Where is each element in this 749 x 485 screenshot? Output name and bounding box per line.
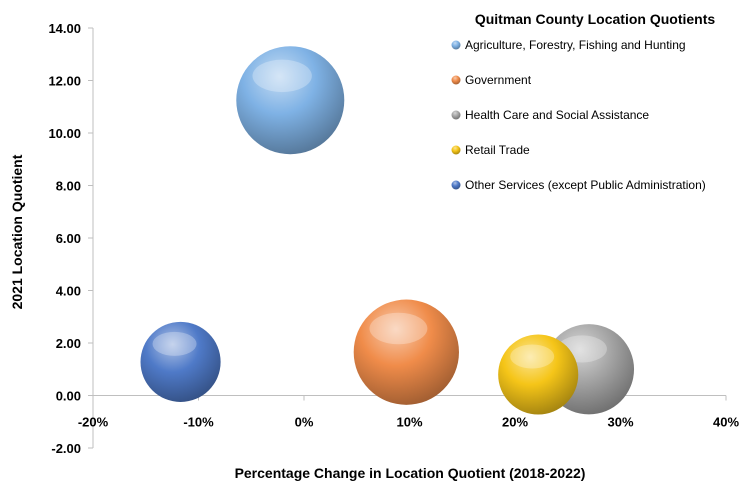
y-tick-label: 4.00 <box>56 284 81 299</box>
legend: Quitman County Location Quotients Agricu… <box>451 11 716 192</box>
bubble-circle <box>353 299 459 405</box>
x-tick-label: 40% <box>713 415 739 430</box>
bubble-highlight <box>510 344 555 369</box>
bubble <box>236 46 345 155</box>
legend-marker <box>451 180 461 190</box>
bubble-highlight <box>369 312 428 345</box>
bubble <box>353 299 459 405</box>
y-tick-label: -2.00 <box>51 441 81 456</box>
x-axis-title: Percentage Change in Location Quotient (… <box>235 465 586 481</box>
legend-title: Quitman County Location Quotients <box>475 11 716 27</box>
bubble-circle <box>140 321 221 402</box>
legend-label: Other Services (except Public Administra… <box>465 178 706 192</box>
legend-label: Retail Trade <box>465 143 530 157</box>
axes: -2.00 0.00 2.00 4.00 6.00 8.00 10.00 12.00 14.00… <box>48 21 739 456</box>
y-tick-label: 0.00 <box>56 389 81 404</box>
y-tick-label: 14.00 <box>48 21 81 36</box>
y-axis-title: 2021 Location Quotient <box>9 154 25 309</box>
x-tick-label: 30% <box>607 415 633 430</box>
bubble-highlight <box>152 331 197 356</box>
y-tick-label: 8.00 <box>56 179 81 194</box>
bubble-circle <box>498 334 579 415</box>
bubble <box>140 321 221 402</box>
bubbles <box>140 46 635 415</box>
y-tick-label: 10.00 <box>48 126 81 141</box>
bubble-highlight <box>252 59 312 93</box>
legend-label: Agriculture, Forestry, Fishing and Hunti… <box>465 38 686 52</box>
bubble <box>498 334 579 415</box>
legend-label: Health Care and Social Assistance <box>465 108 649 122</box>
x-tick-label: 0% <box>295 415 314 430</box>
legend-marker <box>451 145 461 155</box>
legend-marker <box>451 110 461 120</box>
legend-marker <box>451 75 461 85</box>
y-tick-label: 12.00 <box>48 74 81 89</box>
y-tick-label: 6.00 <box>56 231 81 246</box>
y-tick-label: 2.00 <box>56 336 81 351</box>
x-tick-label: -20% <box>78 415 109 430</box>
legend-marker <box>451 40 461 50</box>
x-tick-label: 20% <box>502 415 528 430</box>
legend-label: Government <box>465 73 532 87</box>
x-tick-label: 10% <box>396 415 422 430</box>
x-tick-label: -10% <box>183 415 214 430</box>
bubble-circle <box>236 46 345 155</box>
